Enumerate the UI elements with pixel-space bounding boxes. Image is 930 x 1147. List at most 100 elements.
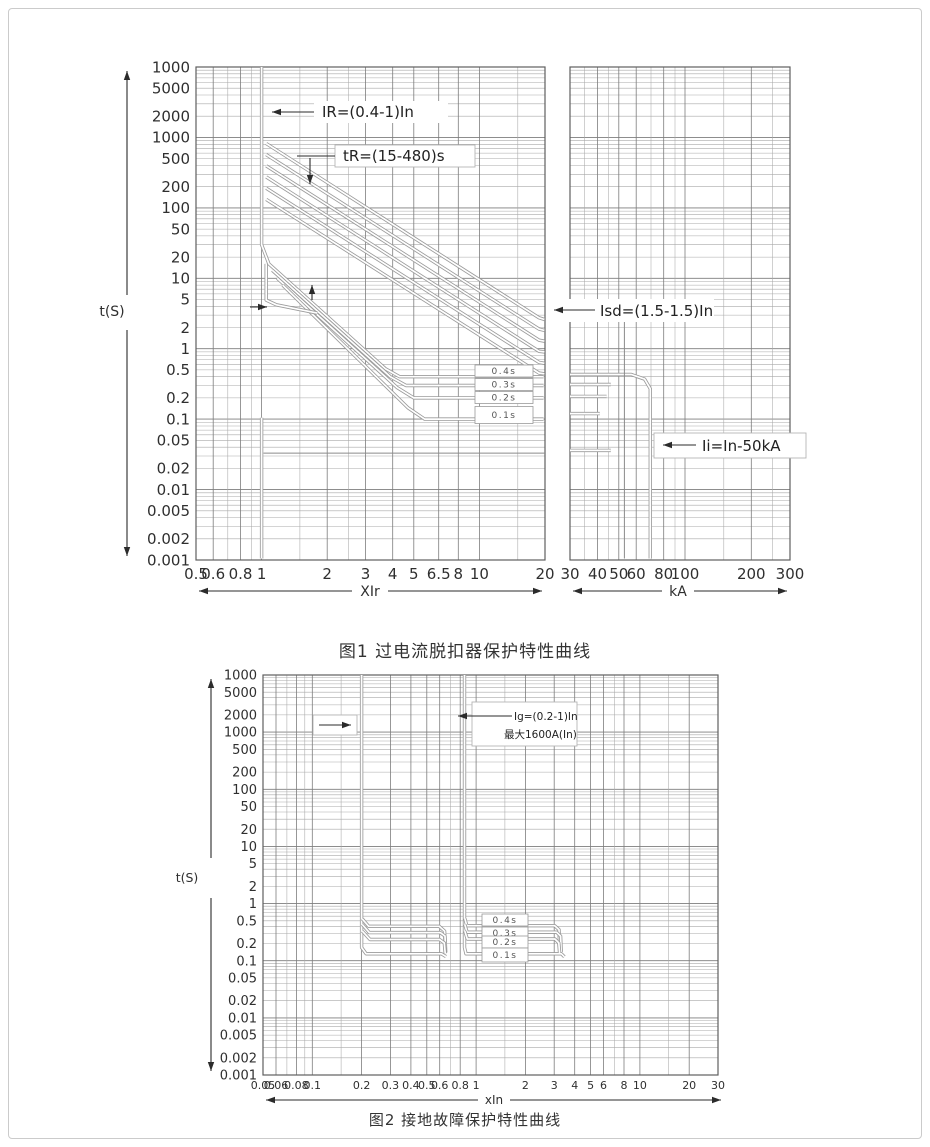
svg-text:0.005: 0.005 bbox=[147, 502, 190, 520]
svg-text:0.4s: 0.4s bbox=[491, 367, 516, 377]
svg-text:4: 4 bbox=[388, 565, 398, 583]
point-label-0.1s: 0.1s bbox=[481, 947, 529, 963]
curve-ii-cutoff-curve bbox=[570, 372, 652, 559]
grid-segment-0 bbox=[262, 674, 719, 1076]
curve-ig-right-0p3s bbox=[463, 924, 563, 953]
svg-text:2000: 2000 bbox=[152, 108, 190, 126]
svg-text:100: 100 bbox=[161, 199, 190, 217]
svg-text:1000: 1000 bbox=[224, 726, 257, 741]
svg-text:100: 100 bbox=[232, 783, 257, 798]
svg-text:2: 2 bbox=[322, 565, 332, 583]
svg-text:1: 1 bbox=[257, 565, 267, 583]
svg-text:0.002: 0.002 bbox=[220, 1051, 257, 1066]
svg-text:最大1600A(In): 最大1600A(In) bbox=[504, 728, 577, 741]
svg-text:0.2: 0.2 bbox=[353, 1079, 371, 1092]
svg-text:5000: 5000 bbox=[224, 686, 257, 701]
svg-text:0.001: 0.001 bbox=[147, 551, 190, 569]
svg-text:10: 10 bbox=[470, 565, 489, 583]
point-label-0.4s: 0.4s bbox=[474, 364, 534, 378]
svg-text:IR=(0.4-1)In: IR=(0.4-1)In bbox=[322, 103, 414, 121]
svg-text:1: 1 bbox=[180, 340, 190, 358]
svg-text:tR=(15-480)s: tR=(15-480)s bbox=[343, 147, 445, 165]
svg-text:0.05: 0.05 bbox=[251, 1079, 276, 1092]
svg-text:0.05: 0.05 bbox=[228, 972, 257, 987]
svg-text:50: 50 bbox=[609, 565, 628, 583]
curve-ig-band-0p2 bbox=[359, 675, 447, 959]
svg-text:10: 10 bbox=[240, 840, 257, 855]
svg-text:0.02: 0.02 bbox=[228, 994, 257, 1009]
svg-text:80: 80 bbox=[654, 565, 673, 583]
annotation-4: Ii=In-50kA bbox=[653, 432, 807, 459]
svg-text:2: 2 bbox=[249, 880, 257, 895]
annotation-1: IR=(0.4-1)In bbox=[272, 101, 448, 123]
svg-text:0.1: 0.1 bbox=[236, 954, 257, 969]
svg-text:100: 100 bbox=[671, 565, 700, 583]
svg-text:0.5: 0.5 bbox=[236, 914, 257, 929]
svg-text:Isd=(1.5-1.5)In: Isd=(1.5-1.5)In bbox=[600, 302, 713, 320]
svg-text:kA: kA bbox=[669, 584, 687, 600]
svg-text:0.01: 0.01 bbox=[157, 481, 190, 499]
curve-ig-left-0p2s bbox=[361, 929, 447, 954]
svg-text:0.06: 0.06 bbox=[264, 1079, 289, 1092]
svg-text:5: 5 bbox=[587, 1079, 594, 1092]
annotation-6 bbox=[308, 285, 316, 300]
svg-text:0.01: 0.01 bbox=[228, 1011, 257, 1026]
svg-text:1: 1 bbox=[473, 1079, 480, 1092]
svg-text:2000: 2000 bbox=[224, 709, 257, 724]
svg-text:60: 60 bbox=[627, 565, 646, 583]
svg-text:20: 20 bbox=[171, 248, 190, 266]
svg-text:0.001: 0.001 bbox=[220, 1069, 257, 1084]
svg-text:30: 30 bbox=[711, 1079, 725, 1092]
svg-text:0.1: 0.1 bbox=[166, 410, 190, 428]
point-label-0.3s: 0.3s bbox=[474, 378, 534, 391]
svg-text:500: 500 bbox=[161, 150, 190, 168]
svg-text:40: 40 bbox=[588, 565, 607, 583]
svg-text:0.08: 0.08 bbox=[284, 1079, 309, 1092]
svg-text:0.1s: 0.1s bbox=[491, 411, 516, 421]
svg-text:5000: 5000 bbox=[152, 80, 190, 98]
curve-tr-curve-480s bbox=[265, 142, 546, 322]
svg-text:1000: 1000 bbox=[224, 669, 257, 684]
curve-tr-curve-c bbox=[265, 175, 545, 354]
svg-text:0.4s: 0.4s bbox=[492, 916, 517, 926]
svg-text:0.8: 0.8 bbox=[229, 565, 253, 583]
svg-text:0.3s: 0.3s bbox=[492, 929, 517, 939]
svg-text:5: 5 bbox=[180, 291, 190, 309]
svg-text:0.002: 0.002 bbox=[147, 530, 190, 548]
curve-inst-hook bbox=[264, 263, 318, 315]
svg-text:1000: 1000 bbox=[152, 129, 190, 147]
svg-text:0.2: 0.2 bbox=[166, 389, 190, 407]
svg-text:10: 10 bbox=[633, 1079, 647, 1092]
svg-text:30: 30 bbox=[560, 565, 579, 583]
curve-tr-curve-15s bbox=[265, 197, 545, 376]
svg-text:2: 2 bbox=[522, 1079, 529, 1092]
figure-2: 0.050.060.080.1 0.2 0.3 0.40.50.6 0.8 1 2 3 4 5 6 8… bbox=[176, 669, 725, 1108]
svg-text:3: 3 bbox=[361, 565, 371, 583]
annotation-3: Isd=(1.5-1.5)In bbox=[548, 299, 714, 322]
svg-text:3: 3 bbox=[551, 1079, 558, 1092]
svg-text:6: 6 bbox=[600, 1079, 607, 1092]
curve-ig-band-1p0 bbox=[462, 675, 566, 959]
svg-text:200: 200 bbox=[737, 565, 766, 583]
svg-text:20: 20 bbox=[682, 1079, 696, 1092]
annotation-2: Ig=(0.2-1)In 最大1600A(In) bbox=[458, 701, 578, 747]
svg-text:300: 300 bbox=[776, 565, 805, 583]
curve-ig-left-0p4s bbox=[361, 917, 448, 953]
annotation-5 bbox=[250, 303, 267, 311]
annotation-2: tR=(15-480)s bbox=[297, 144, 476, 184]
svg-text:4: 4 bbox=[571, 1079, 578, 1092]
svg-text:2: 2 bbox=[180, 319, 190, 337]
svg-text:0.6: 0.6 bbox=[201, 565, 225, 583]
svg-text:0.2s: 0.2s bbox=[491, 394, 516, 404]
svg-text:5: 5 bbox=[409, 565, 419, 583]
figure2-caption: 图2 接地故障保护特性曲线 bbox=[368, 1111, 562, 1129]
svg-text:6.5: 6.5 bbox=[427, 565, 451, 583]
svg-text:50: 50 bbox=[240, 800, 257, 815]
svg-text:0.05: 0.05 bbox=[157, 432, 190, 450]
svg-text:500: 500 bbox=[232, 743, 257, 758]
svg-text:200: 200 bbox=[161, 178, 190, 196]
svg-text:8: 8 bbox=[454, 565, 464, 583]
svg-text:50: 50 bbox=[171, 220, 190, 238]
